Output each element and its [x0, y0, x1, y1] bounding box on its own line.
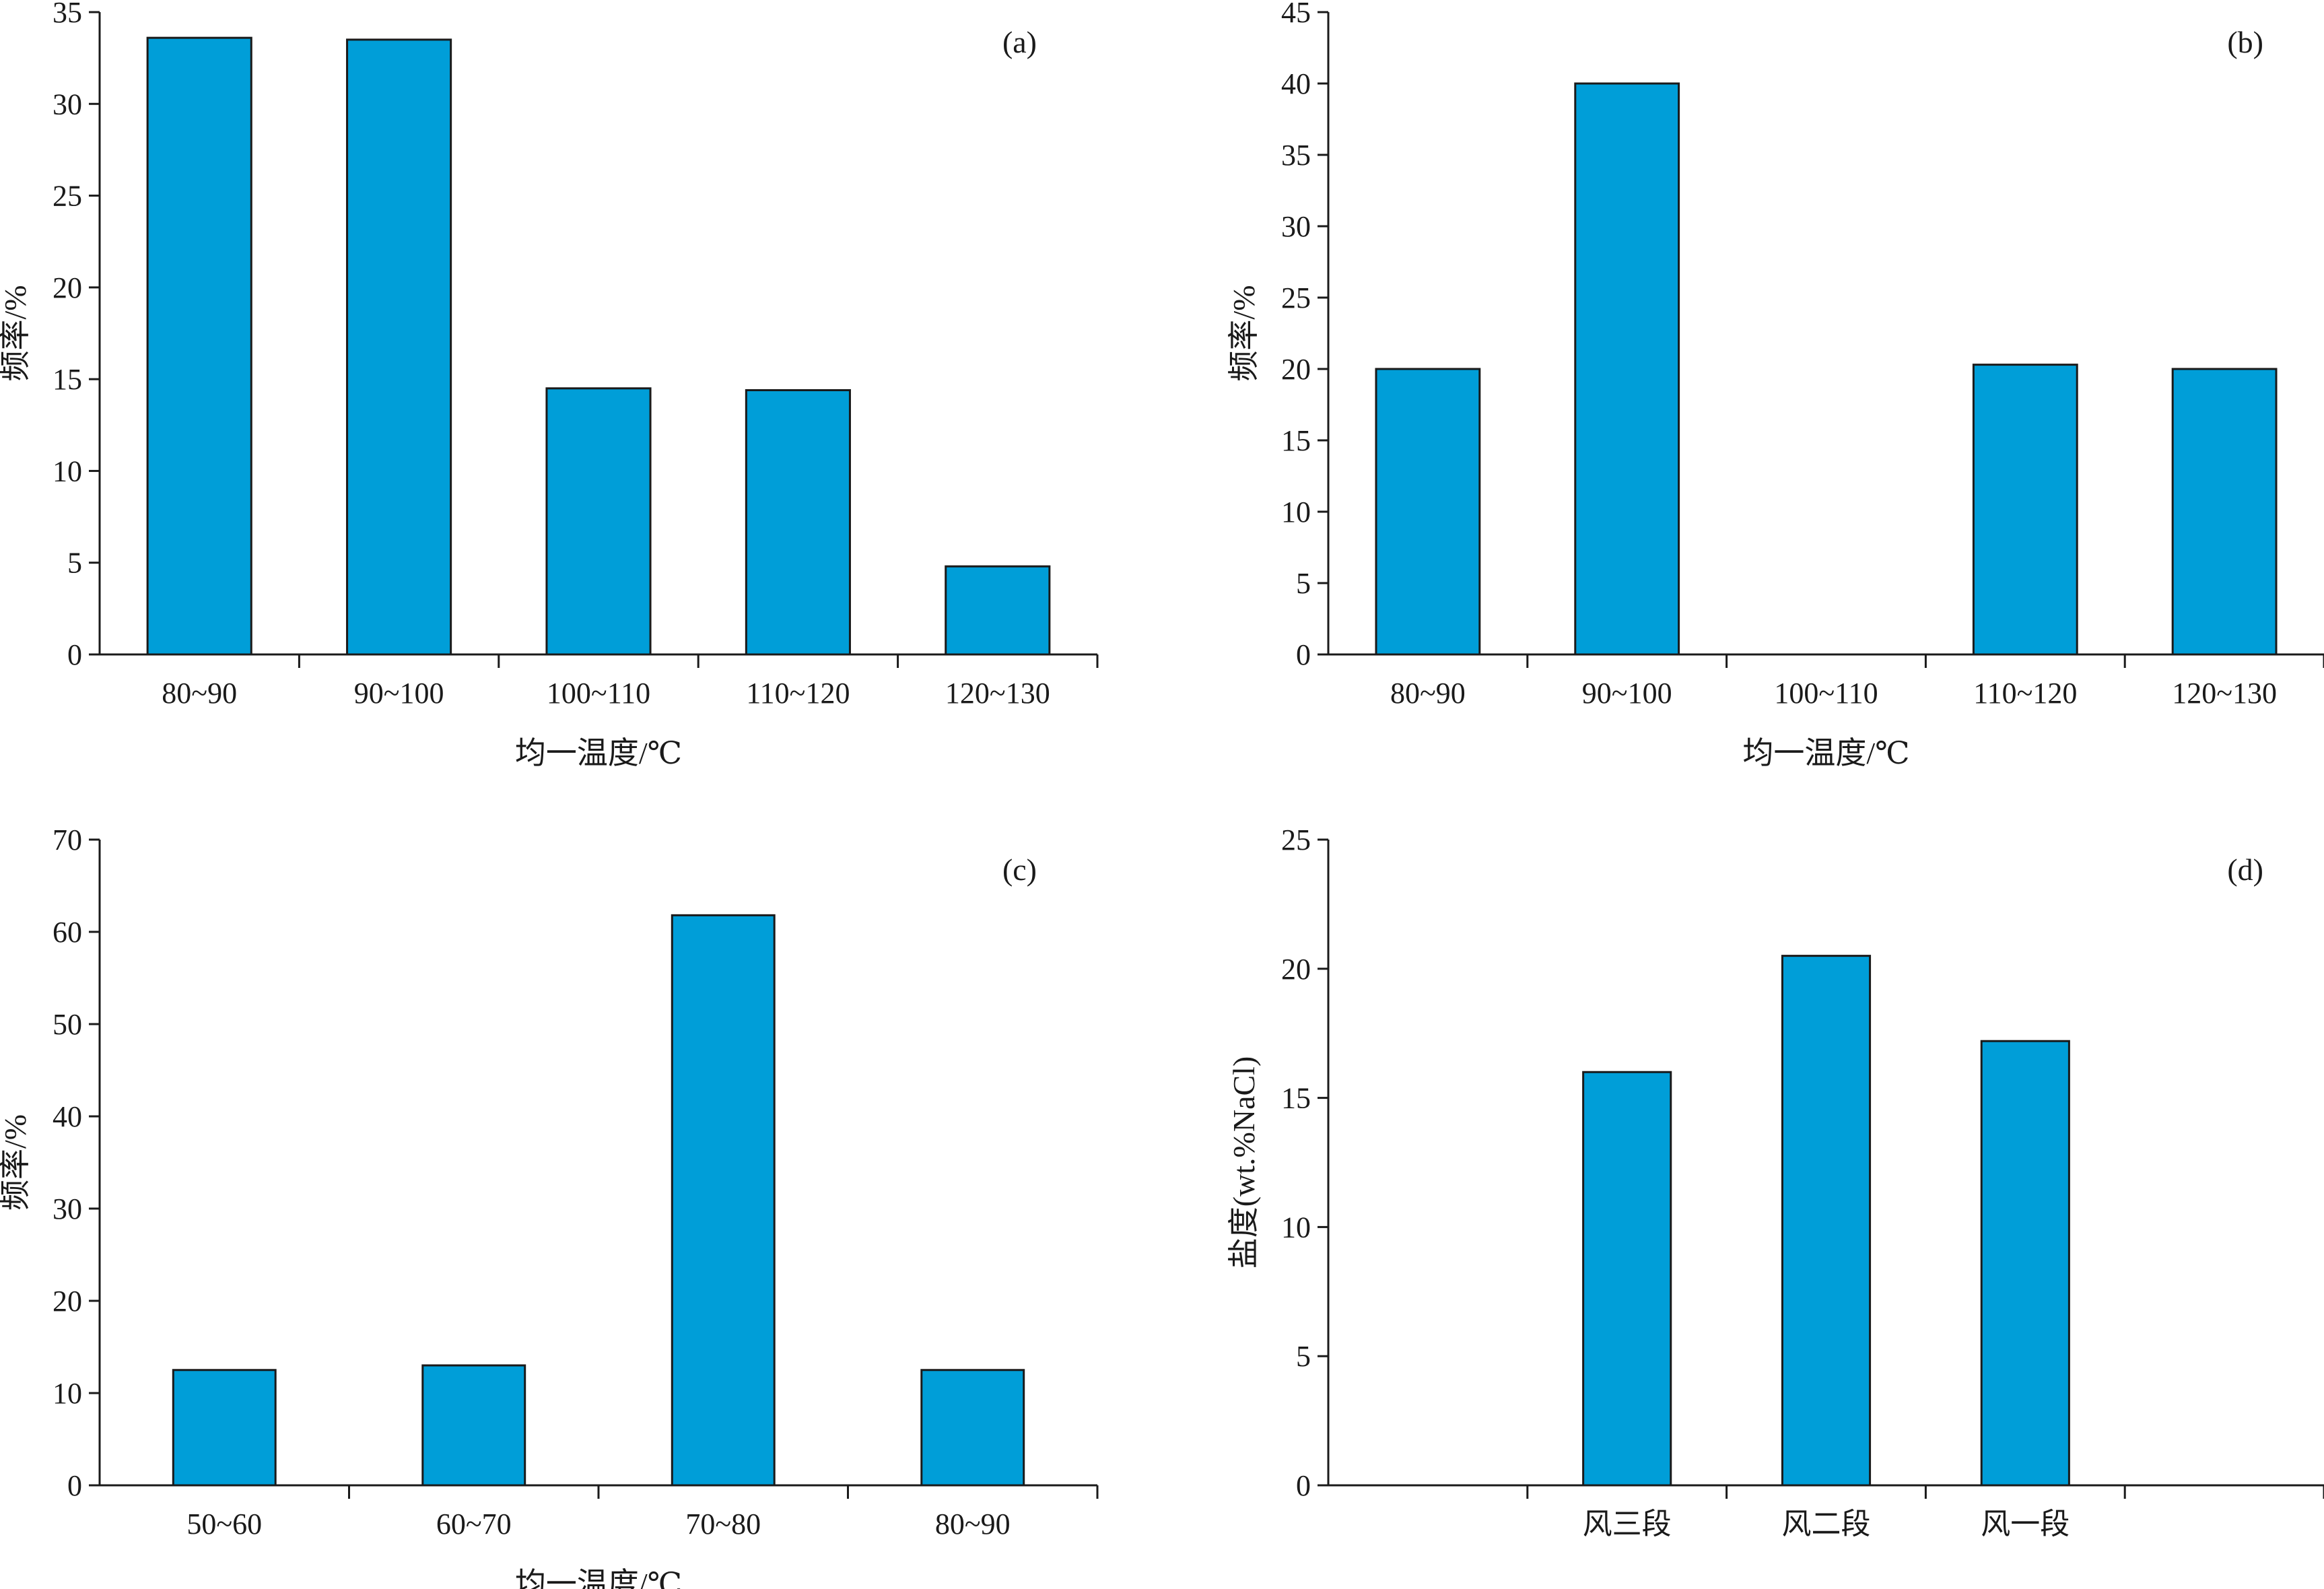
y-tick-label: 15: [1281, 1082, 1311, 1115]
y-axis-title: 频率/%: [1227, 285, 1261, 381]
y-tick-label: 5: [1296, 567, 1311, 600]
bar-110~120: [1972, 364, 2078, 656]
x-tick-label: 90~100: [1582, 677, 1672, 710]
y-tick-label: 0: [1296, 1469, 1311, 1502]
y-tick-label: 10: [1281, 1211, 1311, 1244]
y-tick-label: 35: [1281, 139, 1311, 172]
y-tick-label: 25: [1281, 823, 1311, 856]
y-tick-label: 45: [1281, 0, 1311, 29]
y-tick-label: 25: [53, 180, 82, 213]
bar-风三段: [1582, 1071, 1672, 1487]
x-tick-label: 风三段: [1583, 1508, 1672, 1541]
bar-风二段: [1781, 955, 1872, 1487]
bar-80~90: [1375, 368, 1481, 656]
y-tick-label: 50: [53, 1008, 82, 1041]
y-tick-label: 0: [67, 1469, 82, 1502]
chart-panel-b: 0 5 10 15 20 25 30 35 40 45 80~90 90~100 100~110 110~…: [1227, 0, 2324, 770]
y-axis-title: 频率/%: [0, 1114, 32, 1211]
bar-80~90: [920, 1369, 1025, 1487]
bar-110~120: [745, 388, 851, 656]
x-tick-label: 110~120: [1973, 677, 2077, 710]
x-tick-label: 80~90: [935, 1508, 1011, 1541]
y-tick-label: 30: [1281, 210, 1311, 243]
x-axis-title: 均一温度/℃: [1742, 736, 1909, 770]
bar-100~110: [545, 387, 652, 656]
y-tick-label: 20: [53, 1285, 82, 1318]
chart-panel-c: 0 10 20 30 40 50 60 70 50~60 60~70 70~80 80~90 均一温度/…: [0, 823, 1099, 1589]
panel-label: (b): [2227, 25, 2263, 59]
y-tick-label: 20: [53, 271, 82, 304]
chart-panel-a: 0 5 10 15 20 25 30 35 80~90 90~100 100~110 110~120 1…: [0, 0, 1099, 770]
y-tick-label: 0: [67, 638, 82, 671]
x-tick-label: 110~120: [746, 677, 850, 710]
y-tick-label: 30: [53, 1192, 82, 1225]
x-tick-label: 120~130: [2172, 677, 2277, 710]
bar-120~130: [2171, 368, 2278, 656]
bar-60~70: [421, 1364, 526, 1487]
y-tick-label: 0: [1296, 638, 1311, 671]
y-tick-label: 10: [53, 454, 82, 487]
bar-80~90: [146, 36, 252, 656]
x-tick-label: 120~130: [945, 677, 1050, 710]
y-tick-label: 20: [1281, 353, 1311, 386]
bar-70~80: [671, 914, 776, 1487]
x-tick-label: 80~90: [1390, 677, 1466, 710]
y-tick-label: 40: [53, 1100, 82, 1133]
x-tick-label: 100~110: [1774, 677, 1878, 710]
bar-120~130: [945, 565, 1051, 656]
y-axis-title: 盐度(wt.%NaCl): [1227, 1056, 1261, 1269]
x-tick-label: 100~110: [547, 677, 650, 710]
x-axis-title: 均一温度/℃: [515, 1567, 682, 1589]
bar-50~60: [172, 1369, 277, 1487]
x-tick-label: 60~70: [436, 1508, 512, 1541]
panel-label: (c): [1002, 852, 1037, 887]
y-tick-label: 20: [1281, 953, 1311, 986]
y-tick-label: 35: [53, 0, 82, 29]
y-tick-label: 10: [53, 1377, 82, 1410]
y-tick-label: 15: [53, 363, 82, 396]
y-tick-label: 25: [1281, 281, 1311, 314]
x-tick-label: 风二段: [1782, 1508, 1871, 1541]
x-tick-label: 50~60: [186, 1508, 262, 1541]
panel-label: (a): [1002, 25, 1037, 59]
x-tick-label: 风一段: [1981, 1508, 2070, 1541]
y-tick-label: 15: [1281, 424, 1311, 457]
x-tick-label: 70~80: [685, 1508, 761, 1541]
chart-panel-d: 0 5 10 15 20 25 风三段 风二段 风一段 盐度(wt.%NaCl) (d): [1227, 823, 2324, 1541]
y-tick-label: 5: [1296, 1340, 1311, 1373]
bar-风一段: [1980, 1040, 2070, 1487]
x-tick-label: 80~90: [162, 677, 237, 710]
y-tick-label: 10: [1281, 496, 1311, 529]
y-tick-label: 40: [1281, 67, 1311, 100]
panel-label: (d): [2227, 852, 2263, 887]
bar-90~100: [346, 38, 452, 656]
x-tick-label: 90~100: [354, 677, 444, 710]
bar-90~100: [1574, 82, 1680, 656]
y-tick-label: 70: [53, 823, 82, 856]
y-tick-label: 5: [67, 547, 82, 580]
y-tick-label: 60: [53, 916, 82, 949]
x-axis-title: 均一温度/℃: [515, 736, 682, 770]
y-tick-label: 30: [53, 88, 82, 121]
y-axis-title: 频率/%: [0, 285, 32, 381]
